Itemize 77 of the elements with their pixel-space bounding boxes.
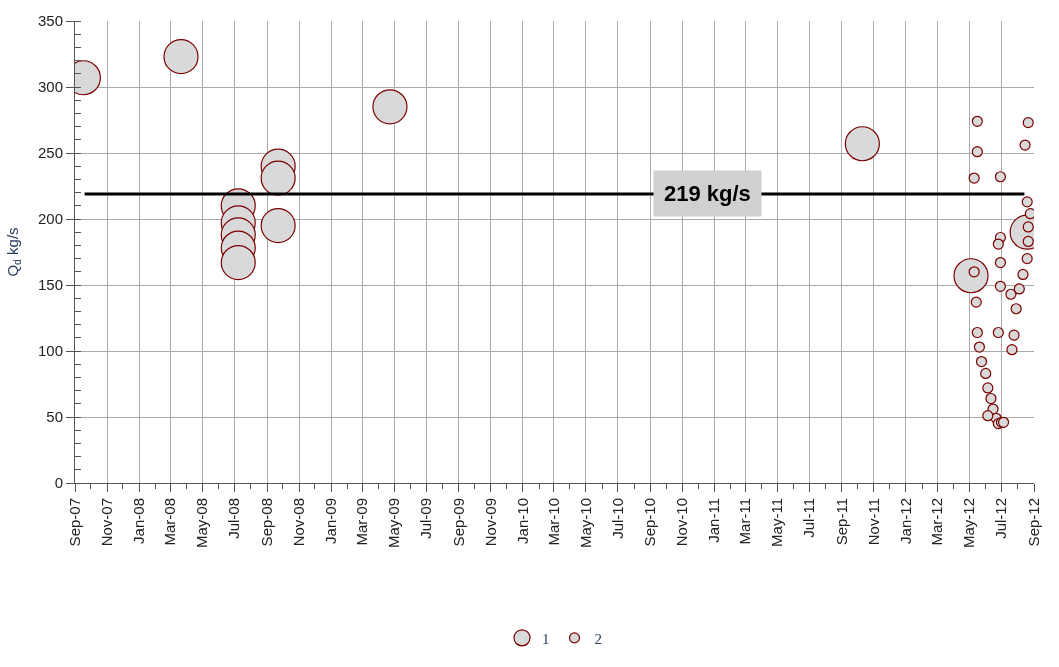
point — [1022, 117, 1034, 129]
x-tick-label: Mar-09 — [352, 498, 370, 546]
point — [994, 256, 1007, 269]
x-tick-label: May-10 — [576, 498, 594, 549]
x-tick-label: Nov-08 — [290, 498, 308, 547]
x-tick-label: Sep-12 — [1024, 498, 1042, 547]
x-tick-label: Nov-11 — [864, 498, 882, 546]
x-tick-label: Mar-11 — [736, 498, 754, 545]
point — [844, 126, 880, 162]
x-tick-label: May-11 — [768, 498, 786, 547]
point — [985, 392, 997, 405]
point — [1013, 283, 1025, 295]
x-tick-label: Jan-12 — [896, 498, 914, 544]
point — [1024, 208, 1034, 220]
y-tick-label: 150 — [37, 276, 63, 294]
point — [1022, 235, 1034, 248]
x-tick-label: Sep-07 — [65, 498, 83, 547]
x-tick-label: Nov-07 — [97, 498, 115, 547]
point — [1017, 268, 1029, 281]
y-tick-label: 300 — [37, 78, 63, 96]
point — [260, 208, 296, 244]
point — [1019, 139, 1031, 151]
y-tick-label: 350 — [37, 12, 63, 30]
x-tick-label: Jan-11 — [705, 498, 723, 543]
point — [968, 172, 980, 184]
x-tick-label: Sep-11 — [832, 498, 850, 546]
x-tick-label: Jan-10 — [513, 498, 531, 544]
y-tick-label: 250 — [37, 144, 63, 162]
point — [1005, 288, 1017, 300]
point — [260, 160, 296, 196]
point — [1006, 344, 1018, 356]
x-tick-label: Nov-09 — [481, 498, 499, 547]
x-tick-label: May-08 — [193, 498, 211, 549]
point — [163, 39, 199, 75]
point — [994, 171, 1007, 183]
point — [971, 326, 983, 339]
x-tick-label: Sep-09 — [449, 498, 467, 547]
point — [973, 341, 986, 353]
point — [372, 89, 408, 125]
point — [1010, 303, 1022, 315]
point — [970, 296, 982, 308]
x-tick-label: Jan-09 — [322, 498, 340, 544]
y-tick-label: 0 — [54, 474, 63, 492]
point — [975, 355, 988, 368]
y-tick-label: 200 — [37, 210, 63, 228]
point — [982, 410, 994, 422]
x-tick-label: Mar-12 — [928, 498, 946, 546]
x-tick-label: Jul-08 — [225, 498, 243, 539]
x-tick-label: Jul-11 — [800, 498, 818, 538]
x-tick-label: Nov-10 — [673, 498, 691, 547]
point — [971, 115, 983, 127]
point — [1021, 196, 1033, 208]
point — [992, 238, 1004, 250]
x-tick-label: May-09 — [385, 498, 403, 549]
ref-line-label: 219 kg/s — [664, 181, 751, 206]
point — [992, 326, 1004, 339]
x-tick-label: May-12 — [960, 498, 978, 549]
point — [980, 367, 992, 380]
point — [994, 280, 1007, 292]
point — [1021, 253, 1033, 265]
point — [971, 146, 983, 158]
x-tick-label: Jul-12 — [992, 498, 1010, 539]
point — [982, 382, 994, 394]
x-tick-label: Jul-10 — [608, 498, 626, 539]
legend-label: 1 — [542, 630, 550, 647]
point — [1008, 329, 1020, 341]
point — [220, 244, 256, 281]
x-tick-label: Mar-08 — [161, 498, 179, 546]
point — [1022, 221, 1034, 233]
legend-label: 2 — [594, 630, 602, 647]
x-tick-label: Sep-08 — [257, 498, 275, 547]
y-tick-label: 50 — [46, 408, 63, 426]
x-tick-label: Sep-10 — [641, 498, 659, 547]
x-tick-label: Jan-08 — [129, 498, 147, 544]
y-tick-label: 100 — [37, 342, 63, 360]
x-tick-label: Mar-10 — [544, 498, 562, 546]
x-tick-label: Jul-09 — [417, 498, 435, 539]
